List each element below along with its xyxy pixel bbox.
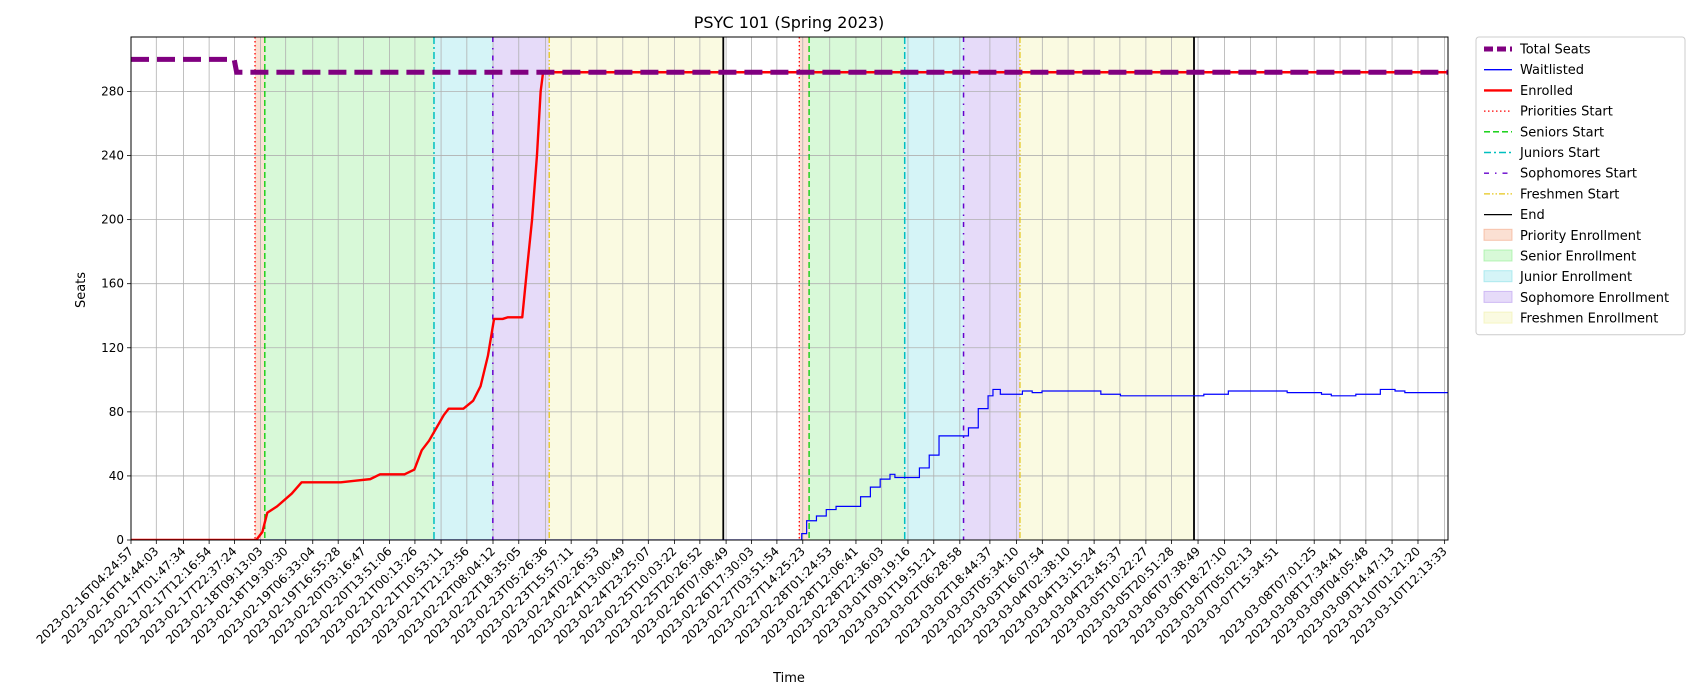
y-tick-label: 160 <box>101 277 124 291</box>
legend-label-juniors-line: Juniors Start <box>1519 146 1600 161</box>
junior-enrollment-band-1 <box>433 37 493 540</box>
legend-label-end-line: End <box>1520 208 1545 223</box>
legend-label-freshmen-fill: Freshmen Enrollment <box>1520 312 1658 327</box>
priority-enrollment-band-1 <box>255 37 265 540</box>
waitlisted-line <box>131 388 1448 540</box>
sophomore-enrollment-band-1 <box>492 37 550 540</box>
legend-swatch-senior-fill <box>1483 249 1513 262</box>
x-axis-label: Time <box>772 671 805 686</box>
legend-box <box>1475 36 1686 336</box>
legend-label-priority-fill: Priority Enrollment <box>1520 229 1641 244</box>
priority-enrollment-band-2 <box>799 37 810 540</box>
y-tick-label: 280 <box>101 84 124 98</box>
legend-swatch-sophomore-fill <box>1483 290 1513 303</box>
legend-swatch-junior-fill <box>1483 270 1513 283</box>
y-tick-label: 120 <box>101 341 124 355</box>
y-tick-label: 240 <box>101 149 124 163</box>
legend-label-enrolled: Enrolled <box>1520 84 1573 99</box>
y-tick-label: 80 <box>109 405 124 419</box>
legend-label-sophomore-fill: Sophomore Enrollment <box>1520 291 1669 306</box>
plot-frame <box>130 36 1449 541</box>
plot-area <box>131 37 1448 540</box>
legend-label-senior-fill: Senior Enrollment <box>1520 250 1636 265</box>
y-tick-label: 0 <box>116 533 124 547</box>
y-axis: 0 40 80 120 160 200 240 280 <box>101 84 131 547</box>
legend-swatch-freshmen-fill <box>1483 311 1513 324</box>
legend-label-seniors-line: Seniors Start <box>1520 125 1604 140</box>
legend-label-priority-line: Priorities Start <box>1520 105 1613 120</box>
x-axis: 2023-02-16T04:24:572023-02-16T14:44:0320… <box>34 540 1450 647</box>
y-tick-label: 200 <box>101 213 124 227</box>
total-seats-line <box>131 56 1448 75</box>
legend-label-sophomores-line: Sophomores Start <box>1520 167 1637 182</box>
enrolled-line <box>131 71 1448 540</box>
sophomore-enrollment-band-2 <box>963 37 1020 540</box>
legend: Total Seats Waitlisted Enrolled Priorities … <box>1475 36 1686 336</box>
legend-label-freshmen-line: Freshmen Start <box>1520 187 1619 202</box>
legend-label-total-seats: Total Seats <box>1519 43 1591 58</box>
legend-label-waitlisted: Waitlisted <box>1520 63 1584 78</box>
y-axis-label: Seats <box>74 272 89 308</box>
chart-title: PSYC 101 (Spring 2023) <box>694 13 885 32</box>
senior-enrollment-band-1 <box>264 37 434 540</box>
senior-enrollment-band-2 <box>809 37 905 540</box>
freshmen-enrollment-band-1 <box>549 37 724 540</box>
freshmen-enrollment-band-2 <box>1019 37 1195 540</box>
legend-label-junior-fill: Junior Enrollment <box>1519 270 1632 285</box>
y-tick-label: 40 <box>109 469 124 483</box>
legend-swatch-priority-fill <box>1483 228 1513 241</box>
